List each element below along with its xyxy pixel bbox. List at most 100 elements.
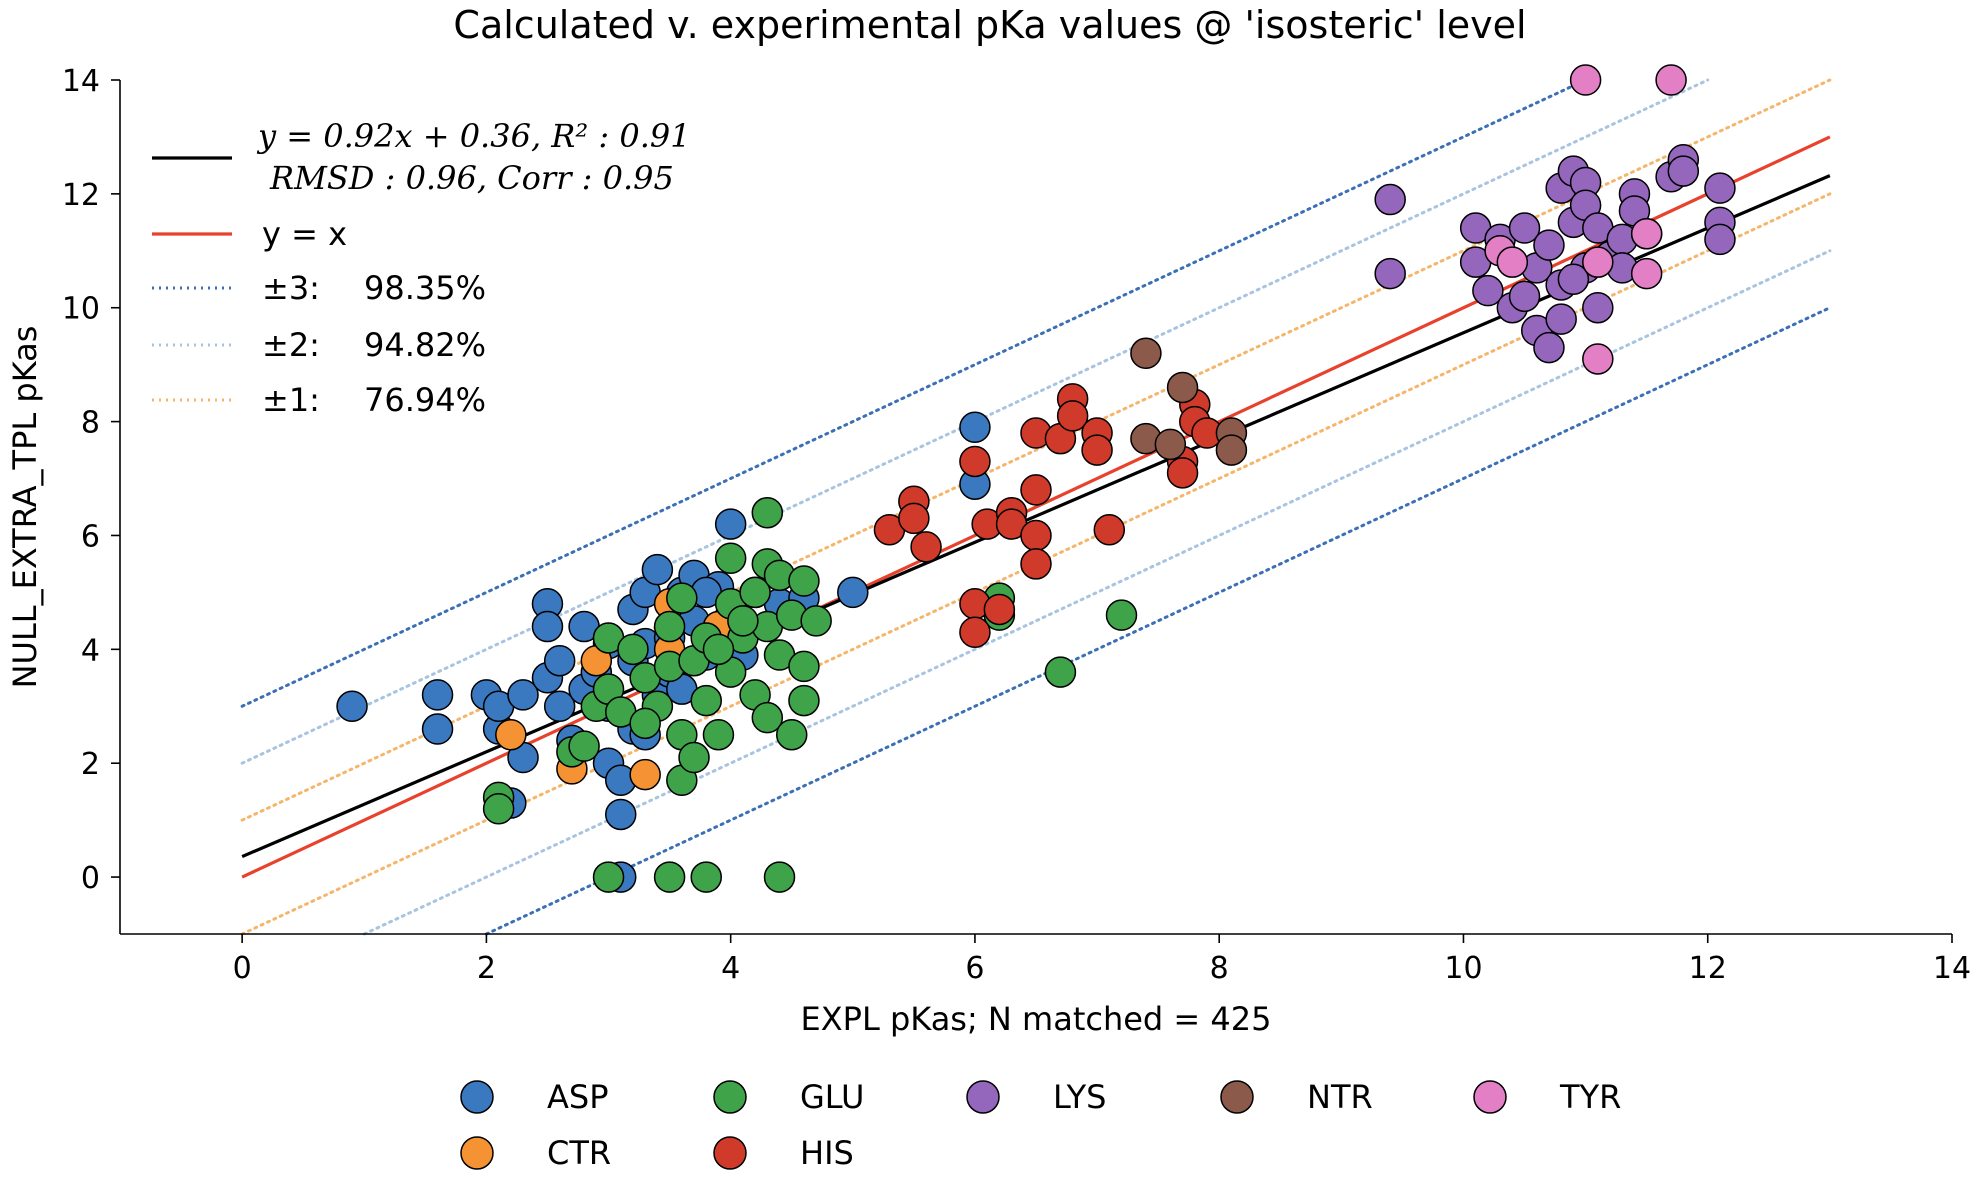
fit-legend-line1: y = 0.92x + 0.36, R² : 0.91 — [256, 117, 691, 155]
band-minus3-line — [484, 306, 1832, 936]
band1-legend-label: ±1: — [262, 381, 320, 419]
ntr-point — [1166, 371, 1199, 404]
y-tick-label: 0 — [81, 861, 100, 896]
y-tick-label: 2 — [81, 747, 100, 782]
tyr-legend-marker — [1473, 1080, 1507, 1114]
legend-item-tyr: TYR — [1473, 1078, 1621, 1116]
series-his — [873, 383, 1223, 649]
lys-point — [1704, 172, 1736, 204]
series-glu — [482, 496, 1138, 893]
glu-legend-label: GLU — [800, 1078, 864, 1116]
lys-point — [1582, 291, 1614, 324]
ntr-point — [1215, 434, 1248, 466]
ntr-legend-marker — [1220, 1080, 1254, 1114]
glu-point — [788, 650, 820, 683]
tyr-point — [1630, 257, 1663, 290]
glu-point — [482, 792, 515, 825]
glu-point — [714, 542, 747, 574]
glu-point — [592, 861, 625, 893]
his-point — [1093, 514, 1126, 546]
asp-point — [837, 576, 869, 609]
lys-point — [1667, 155, 1700, 187]
glu-point — [739, 576, 771, 609]
lys-point — [1508, 212, 1541, 244]
tyr-point — [1569, 64, 1602, 96]
legend-item-ntr: NTR — [1220, 1078, 1373, 1116]
ntr-point — [1130, 337, 1162, 370]
lys-point — [1472, 274, 1504, 307]
asp-point — [543, 644, 576, 677]
glu-point — [788, 684, 820, 717]
y-axis-label: NULL_EXTRA_TPL pKas — [6, 326, 44, 689]
asp-point — [421, 713, 454, 745]
glu-point — [653, 610, 686, 643]
tyr-point — [1582, 343, 1614, 375]
y-tick-label: 8 — [81, 406, 100, 441]
glu-point — [788, 565, 820, 597]
his-point — [898, 502, 930, 535]
his-point — [1020, 474, 1052, 506]
his-legend-marker — [713, 1136, 747, 1170]
x-tick-label: 10 — [1444, 951, 1482, 986]
tyr-legend-label: TYR — [1559, 1078, 1621, 1116]
series-ntr — [1130, 337, 1248, 466]
ctr-point — [629, 758, 661, 791]
asp-point — [714, 508, 747, 540]
glu-point — [1105, 599, 1138, 631]
his-point — [910, 531, 942, 563]
band2-legend-value: 94.82% — [364, 326, 486, 364]
his-point — [1056, 400, 1089, 432]
ntr-point — [1154, 428, 1187, 461]
category-legend: ASP GLU LYS NTR TYR CTR HIS — [460, 1078, 1621, 1172]
glu-point — [702, 633, 735, 666]
y-tick-label: 12 — [62, 178, 100, 213]
glu-point — [568, 730, 600, 762]
glu-legend-marker — [713, 1080, 747, 1114]
x-tick-label: 8 — [1210, 951, 1229, 986]
asp-point — [531, 610, 564, 643]
legend-item-asp: ASP — [460, 1078, 609, 1116]
legend-item-lys: LYS — [966, 1078, 1106, 1116]
glu-point — [751, 496, 784, 529]
y-tick-label: 14 — [62, 64, 100, 99]
band2-legend-label: ±2: — [262, 326, 320, 364]
band3-legend-value: 98.35% — [364, 269, 486, 307]
band-plus3-line — [240, 78, 1588, 708]
glu-point — [775, 718, 808, 751]
glu-point — [690, 684, 722, 717]
asp-legend-marker — [460, 1080, 494, 1114]
y-ticks: 0 2 4 6 8 10 12 14 — [62, 64, 120, 896]
tyr-point — [1496, 246, 1529, 278]
asp-point — [959, 411, 991, 444]
ctr-legend-label: CTR — [547, 1134, 611, 1172]
glu-point — [1044, 656, 1077, 688]
glu-point — [690, 861, 722, 893]
glu-point — [727, 605, 759, 637]
glu-point — [800, 605, 832, 637]
his-point — [1020, 519, 1052, 552]
his-point — [1166, 457, 1199, 489]
his-point — [983, 593, 1016, 626]
band-plus1-line — [240, 78, 1832, 822]
glu-point — [763, 861, 796, 893]
glu-point — [751, 701, 784, 734]
lys-legend-label: LYS — [1053, 1078, 1106, 1116]
asp-point — [641, 553, 674, 586]
glu-point — [666, 582, 698, 614]
ctr-point — [495, 718, 527, 751]
identity-legend-label: y = x — [262, 215, 347, 253]
lys-point — [1374, 257, 1406, 290]
lys-point — [1533, 331, 1565, 364]
lys-point — [1704, 223, 1736, 256]
legend-item-glu: GLU — [713, 1078, 864, 1116]
x-tick-label: 2 — [477, 951, 496, 986]
axes — [119, 80, 1952, 935]
band3-legend-label: ±3: — [262, 269, 320, 307]
legend-item-his: HIS — [713, 1134, 854, 1172]
his-point — [959, 616, 991, 649]
glu-point — [702, 718, 735, 751]
identity-line — [241, 135, 1831, 879]
lys-point — [1508, 280, 1541, 313]
his-point — [1020, 548, 1052, 580]
